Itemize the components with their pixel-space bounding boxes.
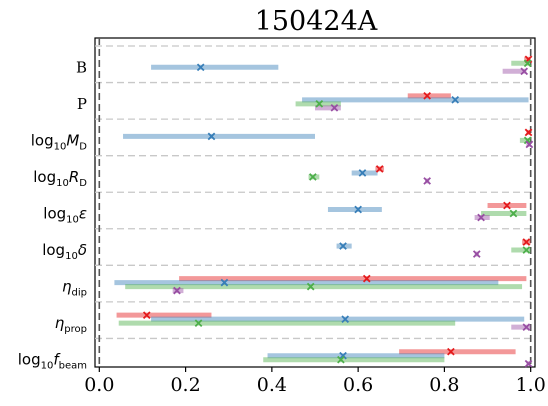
point-marker <box>522 323 531 332</box>
point-marker <box>341 315 350 324</box>
parameter-label: log10ε <box>43 205 87 226</box>
x-tick-label: 0.6 <box>343 374 373 396</box>
parameter-label: log10δ <box>42 241 87 262</box>
point-marker <box>472 250 481 258</box>
point-marker <box>358 169 367 177</box>
x-tick-label: 0.4 <box>257 374 287 396</box>
point-marker <box>194 319 203 328</box>
parameter-label: B <box>76 58 87 76</box>
interval-bars <box>114 56 531 367</box>
parameter-label: log10MD <box>31 131 88 152</box>
point-marker <box>509 209 518 218</box>
point-marker <box>423 177 431 185</box>
point-markers <box>142 55 534 368</box>
point-marker <box>451 95 460 104</box>
point-marker <box>339 351 347 360</box>
parameter-label: ηprop <box>55 314 87 335</box>
parameter-label: P <box>77 95 87 113</box>
point-marker <box>423 91 431 100</box>
point-marker <box>354 205 362 214</box>
point-marker <box>220 278 229 287</box>
x-tick-label: 0.8 <box>429 374 459 396</box>
parameter-label: log10RD <box>33 168 87 189</box>
x-axis-ticks: 0.0 0.2 0.4 0.6 0.8 1.0 <box>84 367 546 396</box>
point-marker <box>315 99 324 108</box>
point-marker <box>523 136 532 145</box>
parameter-label: log10fbeam <box>18 351 87 372</box>
point-marker <box>520 67 529 76</box>
point-marker <box>309 173 317 181</box>
chart-title: 150424A <box>255 6 378 37</box>
point-marker <box>524 359 533 368</box>
point-marker <box>375 165 384 173</box>
point-marker <box>339 242 347 250</box>
point-marker <box>207 132 216 141</box>
point-marker <box>522 238 531 246</box>
x-tick-label: 0.2 <box>170 374 200 396</box>
point-marker <box>447 347 455 356</box>
point-marker <box>522 246 531 254</box>
point-marker <box>142 311 151 320</box>
point-marker <box>306 282 315 291</box>
plot-area <box>94 37 536 368</box>
point-marker <box>524 128 533 137</box>
point-marker <box>337 355 345 364</box>
point-marker <box>196 63 205 72</box>
point-marker <box>477 213 485 222</box>
parameter-label: ηdip <box>62 278 87 299</box>
x-tick-label: 1.0 <box>516 374 546 396</box>
point-marker <box>525 140 534 149</box>
point-marker <box>523 59 532 68</box>
point-marker <box>362 274 371 283</box>
point-marker <box>503 201 511 210</box>
grid-lines <box>95 45 535 340</box>
point-marker <box>173 286 181 295</box>
x-tick-label: 0.0 <box>84 374 114 396</box>
point-marker <box>330 103 339 112</box>
